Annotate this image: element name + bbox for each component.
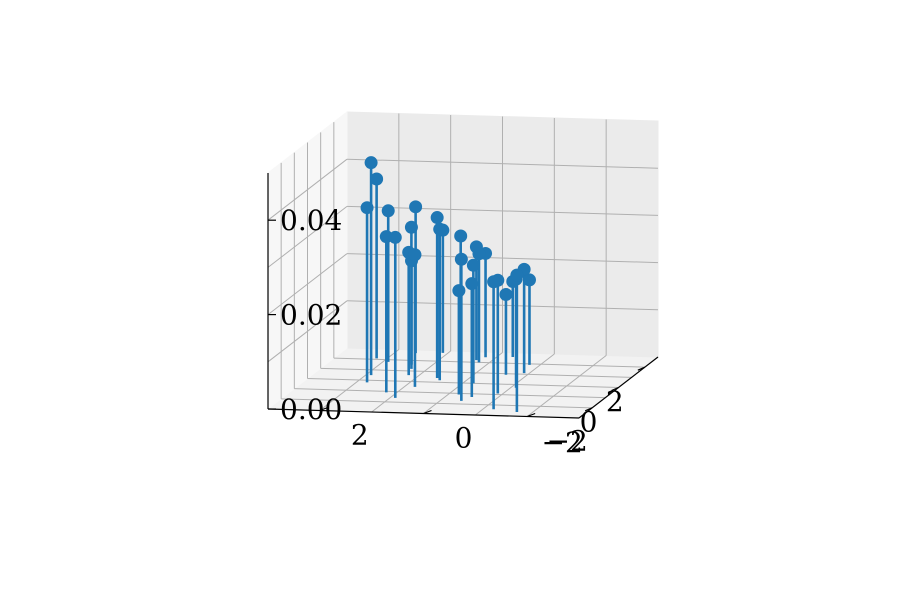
grid-line-y — [423, 352, 503, 414]
x-tick-label: 2 — [606, 385, 624, 418]
stem-marker — [499, 288, 513, 302]
x-tick — [637, 366, 646, 371]
stem-marker — [466, 258, 480, 272]
x-tick-label: 0 — [580, 406, 598, 439]
stem-marker — [388, 230, 402, 244]
y-tick-label: 0 — [455, 422, 473, 455]
y-tick — [319, 406, 329, 412]
stem-marker — [465, 277, 479, 291]
gridlines — [267, 113, 659, 417]
z-tick-label: 0.02 — [280, 299, 342, 332]
grid-line-z — [346, 300, 659, 311]
stem-marker — [522, 273, 536, 287]
y-tick-label: −2 — [547, 425, 588, 458]
y-tick — [526, 412, 536, 418]
stem-marker — [364, 156, 378, 170]
x-tick — [611, 386, 619, 392]
stem-marker — [360, 201, 374, 215]
x-tick-label: −2 — [542, 426, 583, 459]
grid-line-z — [267, 206, 348, 268]
stem-marker — [454, 229, 468, 243]
grid-line-z — [267, 158, 348, 221]
stem-marker — [409, 200, 423, 214]
markers — [360, 156, 536, 302]
z-tick-label: 0.04 — [280, 204, 342, 237]
x-tick — [584, 407, 593, 412]
stem-marker — [404, 220, 418, 234]
axes-lines — [267, 173, 659, 419]
grid-line-z — [267, 300, 348, 363]
stem-marker — [454, 252, 468, 266]
y-tick-label: 2 — [351, 419, 369, 452]
stem-marker — [381, 204, 395, 218]
stem-marker — [370, 172, 384, 186]
y-tick — [423, 409, 432, 415]
stem-marker — [433, 222, 447, 236]
grid-line-z — [346, 205, 659, 216]
stem-marker — [452, 284, 466, 298]
stem-marker — [487, 275, 501, 289]
stem-marker — [472, 247, 486, 261]
stem-marker — [430, 211, 444, 225]
grid-line-z — [346, 158, 659, 169]
grid-line-z — [267, 253, 348, 315]
grid-line-z — [346, 253, 659, 264]
stem-marker — [408, 248, 422, 262]
z-tick-label: 0.00 — [280, 393, 342, 426]
grid-line-y — [526, 355, 607, 417]
stem-marker — [510, 268, 524, 282]
